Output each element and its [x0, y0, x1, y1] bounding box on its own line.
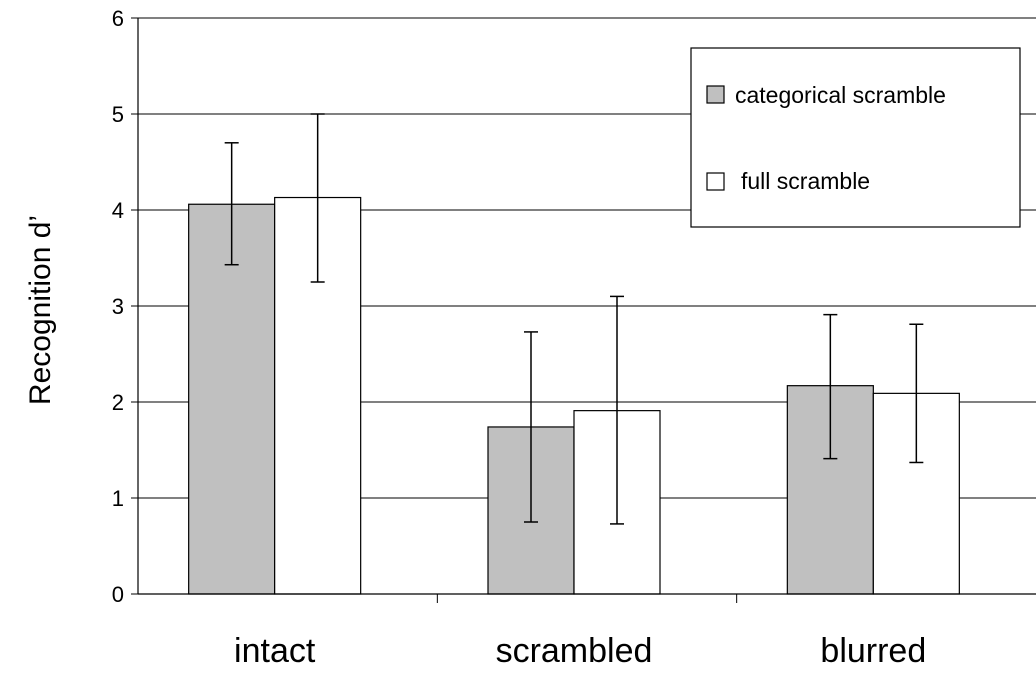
- error-bar-categorical-scramble-blurred: [823, 313, 838, 460]
- error-bar-full-scramble-scrambled: [610, 295, 624, 525]
- error-bar-categorical-scramble-scrambled: [524, 331, 538, 523]
- y-tick-label-5: 5: [112, 102, 124, 127]
- legend-label-full-scramble: full scramble: [741, 168, 870, 194]
- bars: [188, 196, 960, 595]
- y-tick-label-6: 6: [112, 6, 124, 31]
- legend-box: [690, 47, 1021, 228]
- y-tick-label-3: 3: [112, 294, 124, 319]
- y-tick-label-1: 1: [112, 486, 124, 511]
- legend-swatch-categorical-scramble: [706, 85, 725, 104]
- error-bar-full-scramble-blurred: [909, 323, 924, 464]
- y-tick-label-4: 4: [112, 198, 124, 223]
- y-axis-title: Recognition d’: [24, 215, 57, 405]
- x-tick-label-scrambled: scrambled: [496, 632, 653, 670]
- error-bar-categorical-scramble-intact: [224, 142, 239, 266]
- error-bars: [224, 113, 924, 525]
- legend: categorical scramble full scramble: [690, 47, 1021, 228]
- y-tick-label-2: 2: [112, 390, 124, 415]
- axes: 0 1 2 3 4 5 6 intact scrambled blurred: [112, 6, 1036, 670]
- legend-label-categorical-scramble: categorical scramble: [735, 82, 946, 108]
- y-tick-label-0: 0: [112, 582, 124, 607]
- x-tick-label-blurred: blurred: [820, 632, 926, 670]
- x-tick-label-intact: intact: [234, 632, 316, 670]
- legend-swatch-full-scramble: [706, 172, 725, 191]
- error-bar-full-scramble-intact: [310, 113, 325, 283]
